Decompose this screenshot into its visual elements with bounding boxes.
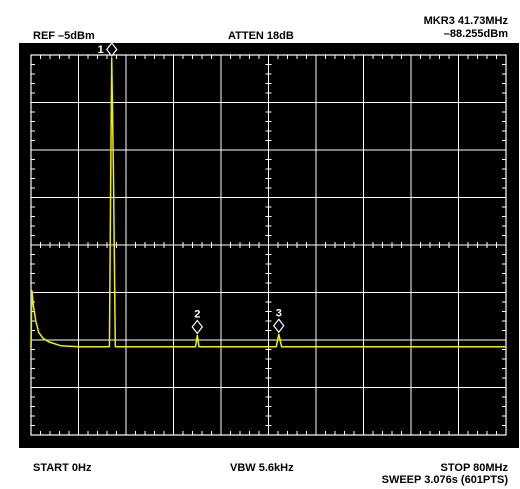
- marker-diamond-3: [273, 318, 285, 334]
- marker-label-3: 3: [276, 307, 282, 319]
- marker-label-2: 2: [194, 308, 200, 320]
- marker-diamond-1: [105, 43, 118, 58]
- ref-level-label: REF –5dBm: [33, 30, 95, 42]
- attenuation-label: ATTEN 18dB: [228, 30, 294, 42]
- marker-level-label: –88.255dBm: [443, 28, 508, 40]
- stop-frequency-label: STOP 80MHz: [440, 462, 508, 474]
- marker-frequency-label: MKR3 41.73MHz: [423, 15, 508, 27]
- graticule: [30, 54, 507, 436]
- marker-layer: 1 2 3: [98, 43, 285, 335]
- video-bandwidth-label: VBW 5.6kHz: [230, 462, 294, 474]
- trace-layer: [30, 57, 506, 348]
- spectrum-trace: [30, 57, 506, 348]
- spectrum-plot: 1 2 3: [30, 43, 507, 436]
- spectrum-display: 1 2 3: [19, 43, 519, 448]
- graticule-ticks: [30, 54, 507, 436]
- marker-diamond-2: [191, 319, 204, 335]
- start-frequency-label: START 0Hz: [33, 462, 92, 474]
- marker-label-1: 1: [98, 44, 104, 56]
- sweep-time-label: SWEEP 3.076s (601PTS): [381, 474, 508, 486]
